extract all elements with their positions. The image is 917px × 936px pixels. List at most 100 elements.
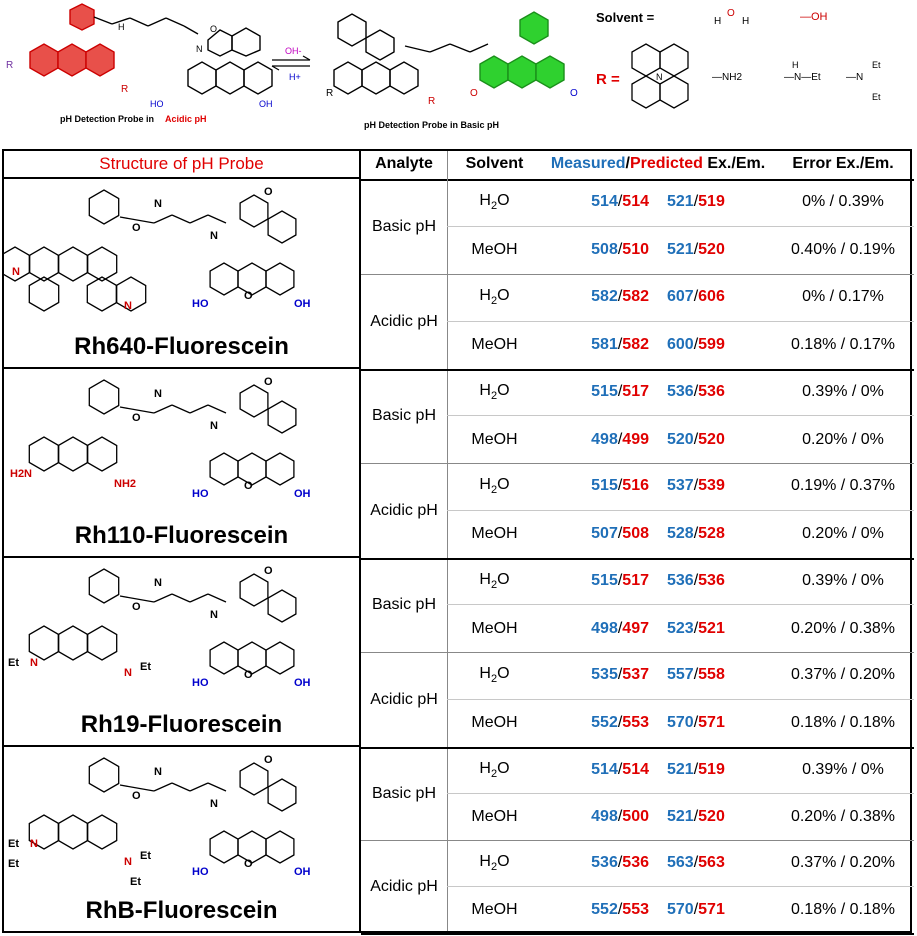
measured-em: 523 — [667, 619, 694, 637]
measured-em: 521 — [667, 760, 694, 778]
analyte-cell: Acidic pH — [361, 652, 447, 747]
table-row: MeOH 508/510 521/520 0.40% / 0.19% — [447, 227, 914, 275]
exem-cell: 515/516 537/539 — [542, 463, 774, 510]
svg-text:N: N — [124, 300, 132, 312]
predicted-em: 519 — [698, 760, 725, 778]
solvent-cell: H2O — [447, 369, 542, 415]
svg-text:OH: OH — [294, 298, 311, 310]
exem-cell: 515/517 536/536 — [542, 369, 774, 415]
group-divider — [361, 369, 914, 371]
exem-values: 515/517 536/536 — [591, 572, 725, 590]
probe-structure-cell: N O N O O HO OH N N Rh640-Fluorescein — [0, 179, 359, 369]
table-row: H2O 515/516 537/539 0.19% / 0.37% — [447, 463, 914, 511]
probe-structure-drawing: N O N O O HO OH Et N N Et — [8, 565, 311, 689]
analyte-label: Acidic pH — [370, 501, 438, 519]
svg-text:O: O — [570, 88, 578, 99]
exem-values: 515/517 536/536 — [591, 383, 725, 401]
table-row: H2O 515/517 536/536 0.39% / 0% — [447, 558, 914, 605]
measured-em: 557 — [667, 666, 694, 684]
predicted-ex: 497 — [622, 619, 649, 637]
svg-text:R: R — [326, 88, 333, 99]
exem-cell: 535/537 557/558 — [542, 652, 774, 699]
measured-ex: 582 — [591, 288, 618, 306]
slash: / — [693, 193, 699, 211]
slash: / — [693, 430, 699, 448]
solvent-cell: MeOH — [447, 794, 542, 841]
svg-text:N: N — [124, 856, 132, 868]
predicted-ex: 510 — [622, 241, 649, 259]
predicted-ex: 514 — [622, 760, 649, 778]
probe-name: Rh19-Fluorescein — [80, 711, 283, 738]
measured-ex: 508 — [591, 241, 618, 259]
probe-structure-cell: N O N O O HO OH Et N N Et Rh19-Fluorescein — [4, 558, 359, 747]
measured-em: 521 — [667, 241, 694, 259]
svg-text:O: O — [132, 412, 141, 424]
slash: / — [617, 477, 623, 495]
measured-em: 563 — [667, 853, 694, 871]
exem-values: 498/497 523/521 — [591, 620, 725, 638]
slash: / — [617, 572, 623, 589]
svg-text:OH: OH — [294, 866, 311, 878]
slash: / — [693, 853, 699, 871]
svg-text:O: O — [132, 790, 141, 802]
predicted-ex: 582 — [622, 288, 649, 306]
amine-substituent: —NH2 — [712, 72, 742, 83]
error-value: 0.39% / 0% — [802, 383, 884, 400]
error-cell: 0.18% / 0.17% — [774, 322, 912, 370]
measured-em: 570 — [667, 900, 694, 918]
solvent-cell: MeOH — [447, 887, 542, 934]
solvent-cell: MeOH — [447, 416, 542, 463]
error-value: 0.37% / 0.20% — [790, 853, 896, 871]
acidic-caption: pH Detection Probe in — [60, 114, 154, 124]
solvent-value: H2O — [479, 570, 510, 592]
predicted-ex: 553 — [622, 714, 649, 732]
analyte-cell: Acidic pH — [361, 840, 447, 933]
measured-ex: 581 — [591, 336, 618, 354]
error-cell: 0.39% / 0% — [774, 558, 912, 604]
measured-em: 570 — [667, 714, 694, 732]
probe-name: Rh640-Fluorescein — [74, 333, 289, 360]
predicted-ex: 517 — [622, 383, 649, 400]
svg-text:Et: Et — [140, 850, 151, 862]
table-row: MeOH 507/508 528/528 0.20% / 0% — [447, 511, 914, 559]
error-value: 0% / 0.39% — [802, 193, 884, 211]
slash: / — [693, 383, 699, 400]
exem-values: 581/582 600/599 — [591, 336, 725, 354]
svg-text:Et: Et — [872, 60, 881, 70]
error-value: 0.19% / 0.37% — [790, 477, 896, 495]
svg-text:O: O — [264, 186, 273, 198]
probe-structure-cell: N O N O O HO OH Et N Et N Et Et RhB-Fluorescein — [4, 747, 359, 933]
group-divider — [361, 558, 914, 560]
error-value: 0.39% / 0% — [802, 572, 884, 589]
solvent-label: Solvent = — [596, 10, 655, 25]
solvent-cell: MeOH — [447, 227, 542, 275]
svg-text:O: O — [244, 858, 253, 870]
slash: / — [693, 525, 699, 543]
results-table: Structure of pH Probe N O N O O HO OH N N Rh640-F… — [0, 149, 914, 935]
svg-text:O: O — [210, 24, 217, 34]
basic-probe-structure — [333, 11, 565, 95]
table-row: MeOH 498/500 521/520 0.20% / 0.38% — [447, 794, 914, 841]
error-cell: 0.18% / 0.18% — [774, 700, 912, 748]
error-cell: 0.20% / 0% — [774, 416, 912, 463]
solvent-value: H2O — [479, 759, 510, 780]
svg-text:HO: HO — [192, 298, 209, 310]
exem-cell: 498/500 521/520 — [542, 794, 774, 841]
measured-ex: 498 — [591, 807, 618, 825]
error-cell: 0.37% / 0.20% — [774, 652, 912, 699]
svg-text:O: O — [470, 88, 478, 99]
probe-structure-drawing: N O N O O HO OH N N — [0, 186, 311, 312]
analyte-label: Basic pH — [371, 596, 437, 613]
exem-values: 535/537 557/558 — [591, 666, 725, 684]
predicted-em: 571 — [698, 900, 725, 918]
predicted-ex: 582 — [622, 336, 649, 354]
diethylamine-substituent: —N — [846, 72, 863, 83]
error-value: 0.20% / 0.38% — [790, 807, 896, 825]
table-row: H2O 536/536 563/563 0.37% / 0.20% — [447, 840, 914, 887]
predicted-em: 536 — [698, 572, 725, 589]
exem-values: 508/510 521/520 — [591, 241, 725, 259]
svg-text:R: R — [428, 96, 435, 107]
measured-em: 520 — [667, 430, 694, 448]
solvent-value: MeOH — [471, 619, 518, 637]
exem-values: 515/516 537/539 — [591, 477, 725, 495]
